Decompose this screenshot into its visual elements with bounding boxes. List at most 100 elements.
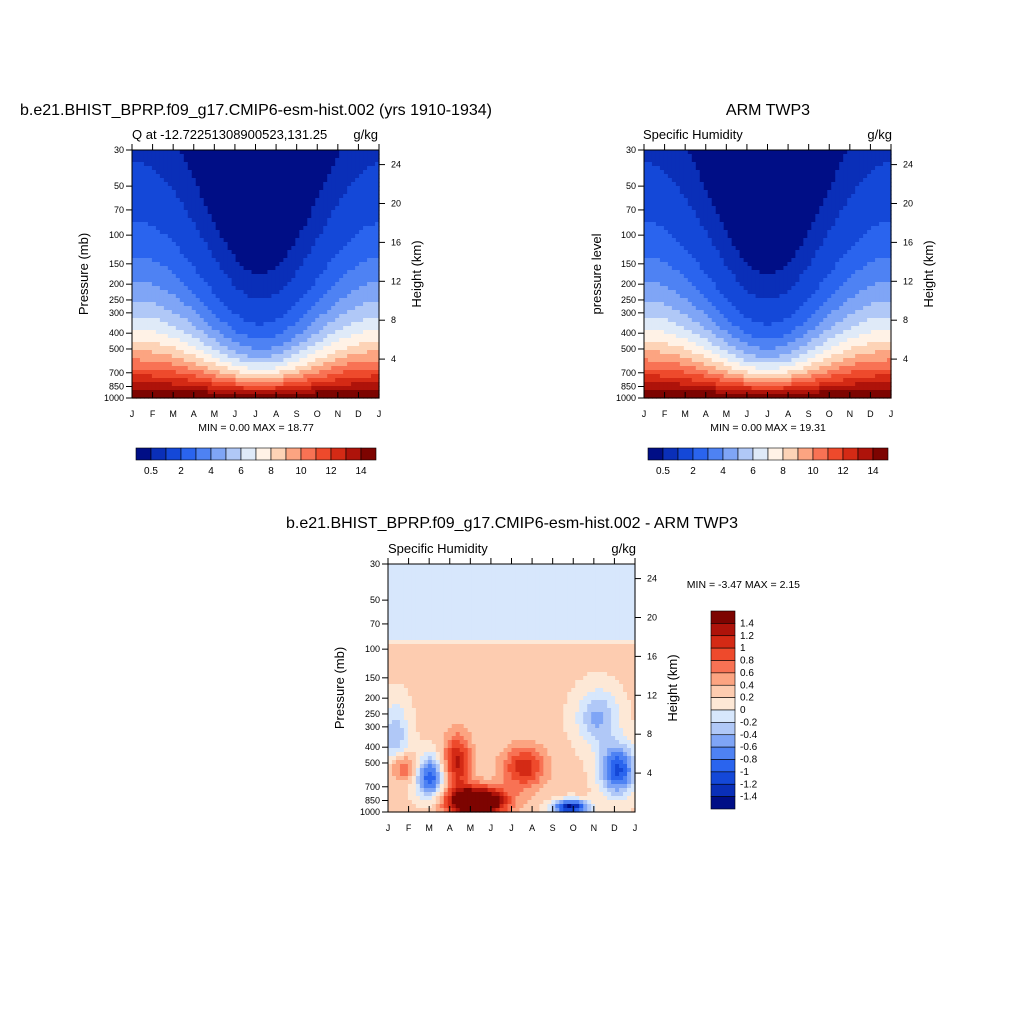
field-cell <box>311 314 316 319</box>
field-cell <box>339 190 344 195</box>
field-cell <box>363 310 368 315</box>
field-cell <box>767 162 773 167</box>
field-cell <box>739 186 745 191</box>
field-cell <box>147 302 153 307</box>
field-cell <box>231 206 237 211</box>
field-cell <box>267 178 273 183</box>
field-cell <box>355 386 360 391</box>
field-cell <box>335 358 340 363</box>
field-cell <box>327 290 332 295</box>
field-cell <box>259 270 265 275</box>
field-cell <box>811 166 816 171</box>
field-cell <box>347 354 352 359</box>
field-cell <box>331 302 336 307</box>
field-cell <box>287 266 292 271</box>
field-cell <box>327 198 332 203</box>
field-cell <box>187 190 193 195</box>
field-cell <box>339 194 344 199</box>
field-cell <box>867 190 872 195</box>
field-cell <box>791 166 796 171</box>
field-cell <box>731 158 737 163</box>
field-cell <box>187 274 193 279</box>
field-cell <box>311 166 316 171</box>
field-cell <box>167 186 173 191</box>
field-cell <box>271 282 277 287</box>
field-cell <box>155 218 161 223</box>
field-cell <box>155 230 161 235</box>
field-cell <box>255 366 261 371</box>
field-cell <box>175 166 181 171</box>
field-cell <box>375 182 380 187</box>
field-cell <box>199 222 205 227</box>
field-cell <box>851 206 856 211</box>
field-cell <box>723 194 729 199</box>
field-cell <box>247 386 253 391</box>
field-cell <box>283 218 288 223</box>
field-cell <box>291 298 296 303</box>
field-cell <box>739 190 745 195</box>
field-cell <box>327 382 332 387</box>
field-cell <box>215 278 221 283</box>
field-cell <box>223 246 229 251</box>
field-cell <box>263 230 269 235</box>
field-cell <box>263 270 269 275</box>
field-cell <box>339 346 344 351</box>
field-cell <box>215 378 221 383</box>
field-cell <box>307 246 312 251</box>
field-cell <box>267 150 273 155</box>
field-cell <box>663 154 669 159</box>
field-cell <box>291 314 296 319</box>
field-cell <box>183 314 189 319</box>
field-cell <box>855 186 860 191</box>
field-cell <box>779 150 785 155</box>
field-cell <box>227 238 233 243</box>
field-cell <box>135 258 141 263</box>
field-cell <box>683 210 689 215</box>
field-cell <box>315 166 320 171</box>
field-cell <box>691 174 697 179</box>
field-cell <box>803 190 808 195</box>
field-cell <box>375 222 380 227</box>
field-cell <box>207 170 213 175</box>
field-cell <box>151 298 157 303</box>
field-cell <box>155 286 161 291</box>
field-cell <box>159 266 165 271</box>
field-cell <box>147 198 153 203</box>
field-cell <box>367 290 372 295</box>
field-cell <box>183 254 189 259</box>
field-cell <box>159 314 165 319</box>
field-cell <box>359 314 364 319</box>
field-cell <box>323 306 328 311</box>
field-cell <box>187 290 193 295</box>
field-cell <box>159 334 165 339</box>
field-cell <box>327 206 332 211</box>
field-cell <box>751 202 757 207</box>
field-cell <box>711 214 717 219</box>
field-cell <box>675 198 681 203</box>
field-cell <box>139 298 145 303</box>
field-cell <box>767 198 773 203</box>
field-cell <box>291 150 296 155</box>
field-cell <box>315 206 320 211</box>
field-cell <box>231 378 237 383</box>
field-cell <box>355 302 360 307</box>
field-cell <box>323 350 328 355</box>
field-cell <box>223 298 229 303</box>
field-cell <box>343 354 348 359</box>
field-cell <box>375 310 380 315</box>
field-cell <box>167 318 173 323</box>
field-cell <box>759 202 765 207</box>
x-tick-label: D <box>355 409 362 419</box>
field-cell <box>291 370 296 375</box>
field-cell <box>219 362 225 367</box>
field-cell <box>363 330 368 335</box>
field-cell <box>867 206 872 211</box>
field-cell <box>143 386 149 391</box>
field-cell <box>155 198 161 203</box>
field-cell <box>759 162 765 167</box>
field-cell <box>179 274 185 279</box>
field-cell <box>287 302 292 307</box>
field-cell <box>167 222 173 227</box>
field-cell <box>859 170 864 175</box>
field-cell <box>855 198 860 203</box>
